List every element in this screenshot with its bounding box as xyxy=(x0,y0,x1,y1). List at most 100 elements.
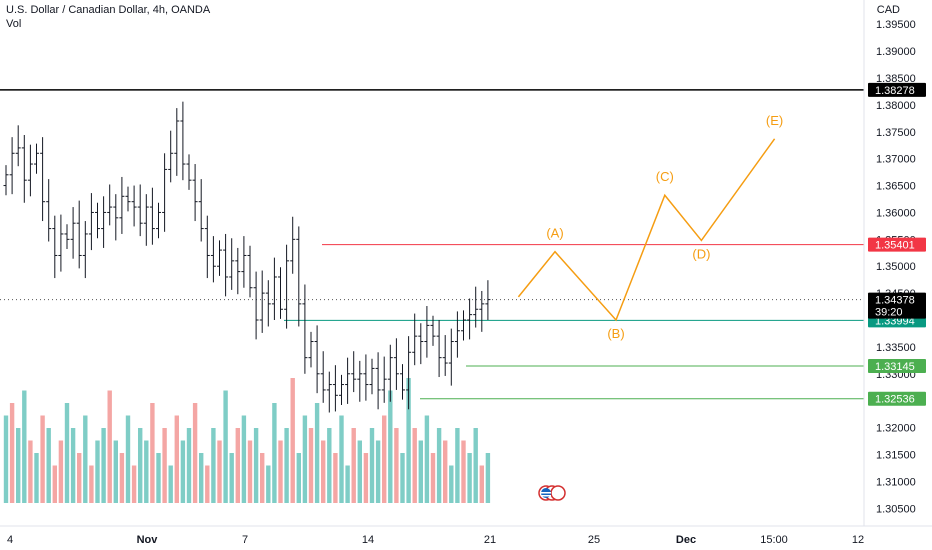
volume-bar xyxy=(302,415,308,503)
economic-events-icon[interactable] xyxy=(538,485,566,501)
volume-bar xyxy=(369,428,375,503)
volume-bar xyxy=(241,415,247,503)
y-tick-label: 1.32000 xyxy=(876,423,916,435)
y-tick-label: 1.39000 xyxy=(876,46,916,58)
volume-bar xyxy=(308,428,314,503)
candle xyxy=(82,221,88,279)
volume-bar xyxy=(138,428,143,503)
x-tick-label: 7 xyxy=(242,534,248,546)
wave-label: (E) xyxy=(766,113,783,128)
candle xyxy=(131,185,137,227)
candle xyxy=(332,365,338,412)
volume-bar xyxy=(400,453,405,503)
candle xyxy=(88,193,94,251)
volume-bar xyxy=(473,428,478,503)
candle xyxy=(284,244,290,329)
x-tick-label: 15:00 xyxy=(760,534,788,546)
volume-bar xyxy=(83,415,88,503)
y-tick-label: 1.37500 xyxy=(876,127,916,139)
volume-bars xyxy=(3,378,491,503)
wave-line[interactable] xyxy=(517,138,776,322)
candle xyxy=(393,338,399,390)
candle xyxy=(58,214,64,272)
volume-bar xyxy=(314,403,320,503)
volume-legend-label: Vol xyxy=(6,18,22,30)
volume-bar xyxy=(180,440,186,503)
candle xyxy=(113,194,119,241)
candle xyxy=(265,280,271,327)
x-tick-label: 4 xyxy=(7,534,13,546)
y-tick-label: 1.35000 xyxy=(876,261,916,273)
volume-bar xyxy=(144,440,149,503)
candle xyxy=(9,137,15,195)
candle xyxy=(229,238,235,290)
volume-bar xyxy=(70,428,76,503)
candle xyxy=(259,270,265,333)
candle xyxy=(46,179,52,242)
candle xyxy=(406,336,412,410)
volume-bar xyxy=(113,440,118,503)
candle xyxy=(369,358,375,395)
candle xyxy=(290,216,296,274)
volume-bar xyxy=(77,453,82,503)
candle xyxy=(40,137,46,222)
volume-bar xyxy=(125,415,131,503)
volume-bar xyxy=(40,415,45,503)
candles xyxy=(3,101,491,413)
volume-bar xyxy=(253,428,259,503)
candle xyxy=(467,298,473,340)
candle xyxy=(479,290,485,332)
price-tag-label: 1.35401 xyxy=(875,240,915,252)
volume-bar xyxy=(3,415,9,503)
volume-bar xyxy=(260,453,265,503)
volume-bar xyxy=(107,390,112,503)
candle xyxy=(168,130,174,183)
candle xyxy=(436,320,442,378)
price-tag xyxy=(868,358,926,373)
price-tag xyxy=(868,82,926,97)
volume-bar xyxy=(479,465,484,503)
candle xyxy=(400,364,405,400)
time-axis: 4 Nov 7 14 21 25 Dec 15:00 12 xyxy=(7,534,864,546)
volume-bar xyxy=(290,378,295,503)
volume-bar xyxy=(52,465,57,503)
candle xyxy=(76,200,82,269)
volume-bar xyxy=(394,428,399,503)
candle xyxy=(15,125,21,167)
candle xyxy=(162,153,168,232)
candle xyxy=(95,202,100,239)
candle xyxy=(156,202,161,239)
candle xyxy=(253,271,259,340)
price-tag xyxy=(868,391,926,406)
price-tag-label: 1.34378 xyxy=(875,295,915,307)
candle xyxy=(363,354,369,401)
candle xyxy=(461,310,466,341)
volume-bar xyxy=(199,453,204,503)
price-tag-label: 1.33145 xyxy=(875,361,915,373)
candle xyxy=(375,352,381,410)
candle xyxy=(345,357,351,404)
candle xyxy=(326,371,332,413)
candle xyxy=(107,184,113,226)
volume-bar xyxy=(16,428,21,503)
candle xyxy=(473,286,479,328)
candle xyxy=(357,360,363,402)
price-tag-label: 1.38278 xyxy=(875,85,915,97)
volume-bar xyxy=(436,428,442,503)
candle xyxy=(247,245,253,298)
y-tick-label: 1.38000 xyxy=(876,100,916,112)
volume-bar xyxy=(412,428,417,503)
volume-bar xyxy=(461,440,466,503)
candle xyxy=(235,247,241,295)
candle xyxy=(34,143,39,174)
candle xyxy=(3,165,9,196)
candle xyxy=(302,284,308,374)
price-axis: 1.305001.310001.315001.320001.325001.330… xyxy=(876,19,916,515)
x-tick-label: Nov xyxy=(137,534,159,546)
volume-bar xyxy=(284,428,289,503)
volume-bar xyxy=(192,403,198,503)
elliott-wave-projection: (A) (B) (C) (D) (E) xyxy=(517,113,783,341)
volume-bar xyxy=(449,465,454,503)
volume-bar xyxy=(266,465,271,503)
